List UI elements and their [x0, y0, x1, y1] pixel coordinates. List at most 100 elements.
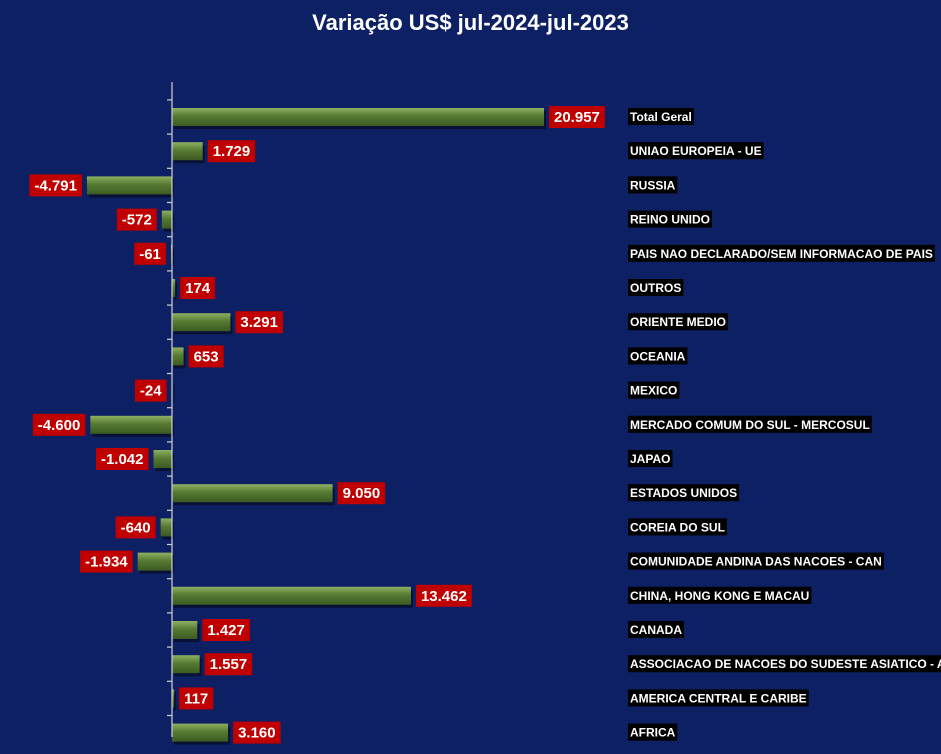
category-label-text: CHINA, HONG KONG E MACAU: [630, 589, 809, 603]
data-label-box: [179, 687, 214, 710]
data-label-box: [204, 653, 253, 676]
category-label-box: [628, 142, 764, 160]
data-label-text: -61: [139, 246, 161, 263]
data-label: 20.957: [549, 106, 605, 128]
data-label-text: 174: [185, 280, 211, 297]
category-label: MEXICO: [628, 381, 680, 399]
data-label: -572: [116, 208, 157, 231]
data-label-text: 3.291: [240, 314, 278, 331]
data-label-text: 1.427: [207, 622, 245, 639]
category-label-box: [628, 244, 935, 262]
data-label: -1.934: [80, 550, 133, 573]
category-label-text: ESTADOS UNIDOS: [630, 486, 737, 500]
data-label-text: 20.957: [554, 109, 600, 126]
category-label-box: [628, 484, 740, 502]
bar: [90, 415, 172, 434]
data-label: 3.291: [235, 311, 283, 334]
data-label-text: -4.600: [38, 417, 81, 434]
category-label-box: [628, 586, 812, 604]
category-label-box: [628, 655, 941, 673]
data-label-text: 3.160: [238, 725, 276, 742]
data-label-box: [115, 516, 156, 539]
category-label: COMUNIDADE ANDINA DAS NACOES - CAN: [628, 552, 884, 570]
data-label-text: -1.934: [85, 554, 128, 571]
category-label-box: [628, 552, 884, 570]
category-label: OCEANIA: [628, 347, 688, 365]
category-label-text: Total Geral: [630, 110, 692, 124]
data-label: -4.791: [29, 174, 82, 197]
category-label-text: OUTROS: [630, 281, 681, 295]
data-label-text: -1.042: [101, 451, 144, 468]
category-label: COREIA DO SUL: [628, 518, 727, 536]
data-label: 1.557: [204, 653, 253, 676]
data-label-box: [116, 208, 157, 231]
data-label: 1.427: [202, 619, 250, 641]
category-label-box: [628, 108, 694, 125]
bar: [137, 552, 172, 571]
category-label: RUSSIA: [628, 176, 678, 194]
category-label-text: COMUNIDADE ANDINA DAS NACOES - CAN: [630, 555, 882, 569]
data-label-text: 1.729: [213, 143, 251, 160]
category-label: CANADA: [628, 621, 684, 638]
category-label-box: [628, 210, 713, 228]
data-label: 174: [180, 277, 216, 299]
category-label: CHINA, HONG KONG E MACAU: [628, 586, 812, 604]
category-label-text: MERCADO COMUM DO SUL - MERCOSUL: [630, 418, 870, 432]
data-label-box: [207, 140, 256, 163]
data-label-text: -4.791: [34, 177, 77, 194]
bar: [153, 450, 172, 468]
data-label-text: -640: [121, 519, 151, 536]
data-label-text: 1.557: [210, 656, 248, 673]
bar-shadow: [172, 247, 174, 266]
bar: [161, 210, 172, 229]
data-label-box: [29, 174, 82, 197]
category-label-text: AMERICA CENTRAL E CARIBE: [630, 691, 807, 705]
data-label: 9.050: [337, 482, 386, 505]
data-label: -24: [134, 379, 167, 402]
category-label-text: AFRICA: [630, 726, 676, 740]
category-label-text: JAPAO: [630, 452, 670, 466]
category-label-box: [628, 450, 673, 467]
category-label-text: OCEANIA: [630, 349, 686, 363]
data-label-box: [235, 311, 283, 334]
data-label-box: [202, 619, 250, 641]
data-label-text: 13.462: [421, 588, 467, 605]
data-label: -61: [134, 242, 166, 265]
category-label: JAPAO: [628, 450, 673, 467]
category-label-box: [628, 723, 678, 741]
category-label: AMERICA CENTRAL E CARIBE: [628, 689, 809, 707]
bar-shadow: [173, 384, 175, 403]
data-label-box: [32, 413, 86, 436]
category-label: AFRICA: [628, 723, 678, 741]
data-label: 653: [188, 345, 224, 368]
data-label-box: [134, 242, 166, 265]
data-label-box: [188, 345, 224, 368]
data-label-box: [233, 721, 281, 744]
bar: [172, 484, 333, 503]
data-label-box: [180, 277, 216, 299]
data-label: 1.729: [207, 140, 256, 163]
data-label-box: [95, 448, 149, 470]
data-label-box: [80, 550, 133, 573]
category-label: PAIS NAO DECLARADO/SEM INFORMACAO DE PAI…: [628, 244, 935, 262]
category-label-text: ASSOCIACAO DE NACOES DO SUDESTE ASIATICO…: [630, 657, 941, 671]
bar: [160, 518, 172, 537]
bar-shadow: [174, 692, 177, 711]
category-label: UNIAO EUROPEIA - UE: [628, 142, 764, 160]
bar: [172, 347, 184, 366]
data-label: -4.600: [32, 413, 86, 436]
bar: [172, 689, 175, 708]
category-label: ESTADOS UNIDOS: [628, 484, 740, 502]
bar: [172, 621, 198, 639]
bar: [172, 723, 229, 742]
data-label: -640: [115, 516, 156, 539]
data-label-text: -24: [140, 383, 162, 400]
category-label-box: [628, 176, 678, 194]
category-label-box: [628, 347, 688, 365]
data-label-box: [415, 584, 472, 607]
category-label: MERCADO COMUM DO SUL - MERCOSUL: [628, 415, 872, 433]
category-label-box: [628, 381, 680, 399]
bar: [172, 108, 544, 126]
bar: [172, 586, 411, 605]
